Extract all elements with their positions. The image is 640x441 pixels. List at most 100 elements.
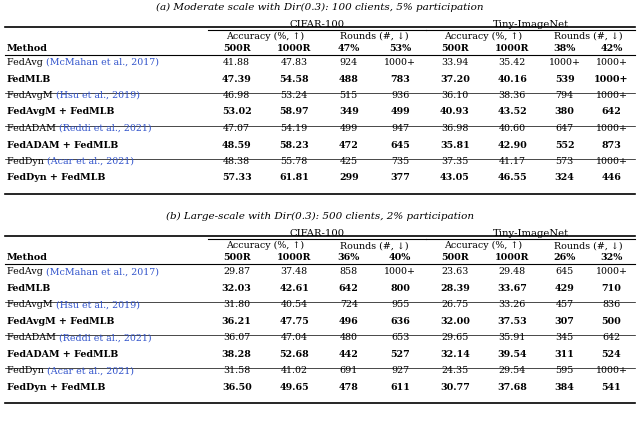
Text: 311: 311: [555, 350, 575, 359]
Text: 33.67: 33.67: [497, 284, 527, 292]
Text: 24.35: 24.35: [441, 366, 468, 375]
Text: 1000+: 1000+: [596, 366, 628, 375]
Text: 936: 936: [391, 91, 410, 100]
Text: 541: 541: [602, 382, 621, 392]
Text: 38.28: 38.28: [222, 350, 252, 359]
Text: 53.02: 53.02: [222, 108, 252, 116]
Text: 552: 552: [555, 141, 574, 149]
Text: CIFAR-100: CIFAR-100: [289, 229, 344, 238]
Text: 36%: 36%: [337, 253, 360, 262]
Text: 1000+: 1000+: [596, 124, 628, 133]
Text: FedADAM: FedADAM: [7, 124, 59, 133]
Text: Method: Method: [7, 44, 48, 53]
Text: 527: 527: [390, 350, 410, 359]
Text: 496: 496: [339, 317, 358, 325]
Text: 29.54: 29.54: [499, 366, 526, 375]
Text: (Hsu et al., 2019): (Hsu et al., 2019): [56, 91, 140, 100]
Text: FedAvg: FedAvg: [7, 58, 46, 67]
Text: 37.35: 37.35: [441, 157, 468, 166]
Text: Accuracy (%, ↑): Accuracy (%, ↑): [445, 32, 523, 41]
Text: 54.58: 54.58: [280, 75, 309, 83]
Text: 500R: 500R: [223, 253, 251, 262]
Text: 42.90: 42.90: [497, 141, 527, 149]
Text: (McMahan et al., 2017): (McMahan et al., 2017): [46, 267, 159, 276]
Text: 345: 345: [556, 333, 573, 342]
Text: 33.26: 33.26: [499, 300, 526, 309]
Text: 515: 515: [340, 91, 358, 100]
Text: 36.50: 36.50: [222, 382, 252, 392]
Text: 33.94: 33.94: [441, 58, 468, 67]
Text: (Acar et al., 2021): (Acar et al., 2021): [47, 366, 134, 375]
Text: 1000+: 1000+: [595, 75, 628, 83]
Text: 642: 642: [602, 333, 621, 342]
Text: 472: 472: [339, 141, 358, 149]
Text: 1000+: 1000+: [596, 58, 628, 67]
Text: 53%: 53%: [389, 44, 412, 53]
Text: 500R: 500R: [223, 44, 251, 53]
Text: (Reddi et al., 2021): (Reddi et al., 2021): [59, 124, 152, 133]
Text: 836: 836: [602, 300, 621, 309]
Text: 41.02: 41.02: [281, 366, 308, 375]
Text: 38.36: 38.36: [499, 91, 526, 100]
Text: 23.63: 23.63: [441, 267, 468, 276]
Text: 1000R: 1000R: [277, 253, 312, 262]
Text: FedADAM: FedADAM: [7, 333, 59, 342]
Text: 36.07: 36.07: [223, 333, 250, 342]
Text: 873: 873: [602, 141, 621, 149]
Text: 636: 636: [390, 317, 410, 325]
Text: 29.87: 29.87: [223, 267, 250, 276]
Text: 324: 324: [555, 173, 575, 183]
Text: 43.52: 43.52: [497, 108, 527, 116]
Text: 29.65: 29.65: [441, 333, 468, 342]
Text: FedADAM + FedMLB: FedADAM + FedMLB: [7, 141, 118, 149]
Text: Rounds (#, ↓): Rounds (#, ↓): [340, 32, 409, 41]
Text: 38%: 38%: [554, 44, 576, 53]
Text: 32%: 32%: [600, 253, 623, 262]
Text: 36.21: 36.21: [222, 317, 252, 325]
Text: 735: 735: [391, 157, 410, 166]
Text: 488: 488: [339, 75, 358, 83]
Text: 858: 858: [340, 267, 358, 276]
Text: 500R: 500R: [441, 253, 468, 262]
Text: 31.80: 31.80: [223, 300, 250, 309]
Text: 924: 924: [340, 58, 358, 67]
Text: 54.19: 54.19: [280, 124, 308, 133]
Text: 47.75: 47.75: [280, 317, 309, 325]
Text: 446: 446: [602, 173, 621, 183]
Text: 29.48: 29.48: [499, 267, 526, 276]
Text: 43.05: 43.05: [440, 173, 470, 183]
Text: 47.04: 47.04: [281, 333, 308, 342]
Text: 800: 800: [390, 284, 410, 292]
Text: 36.98: 36.98: [441, 124, 468, 133]
Text: FedDyn + FedMLB: FedDyn + FedMLB: [7, 382, 106, 392]
Text: 1000R: 1000R: [495, 44, 529, 53]
Text: 46.98: 46.98: [223, 91, 250, 100]
Text: (Reddi et al., 2021): (Reddi et al., 2021): [59, 333, 152, 342]
Text: FedMLB: FedMLB: [7, 284, 51, 292]
Text: 47.39: 47.39: [222, 75, 252, 83]
Text: 32.03: 32.03: [222, 284, 252, 292]
Text: Rounds (#, ↓): Rounds (#, ↓): [554, 32, 622, 41]
Text: 927: 927: [391, 366, 410, 375]
Text: 595: 595: [556, 366, 574, 375]
Text: 35.91: 35.91: [499, 333, 526, 342]
Text: 37.53: 37.53: [497, 317, 527, 325]
Text: 1000R: 1000R: [495, 253, 529, 262]
Text: 349: 349: [339, 108, 358, 116]
Text: 31.58: 31.58: [223, 366, 250, 375]
Text: FedAvgM + FedMLB: FedAvgM + FedMLB: [7, 317, 115, 325]
Text: 307: 307: [555, 317, 575, 325]
Text: FedAvgM: FedAvgM: [7, 300, 56, 309]
Text: 61.81: 61.81: [279, 173, 309, 183]
Text: 645: 645: [556, 267, 573, 276]
Text: 647: 647: [556, 124, 573, 133]
Text: 955: 955: [391, 300, 410, 309]
Text: 32.14: 32.14: [440, 350, 470, 359]
Text: Method: Method: [7, 253, 48, 262]
Text: 48.59: 48.59: [222, 141, 252, 149]
Text: 1000+: 1000+: [596, 91, 628, 100]
Text: 299: 299: [339, 173, 358, 183]
Text: 32.00: 32.00: [440, 317, 470, 325]
Text: 724: 724: [340, 300, 358, 309]
Text: 42%: 42%: [600, 44, 623, 53]
